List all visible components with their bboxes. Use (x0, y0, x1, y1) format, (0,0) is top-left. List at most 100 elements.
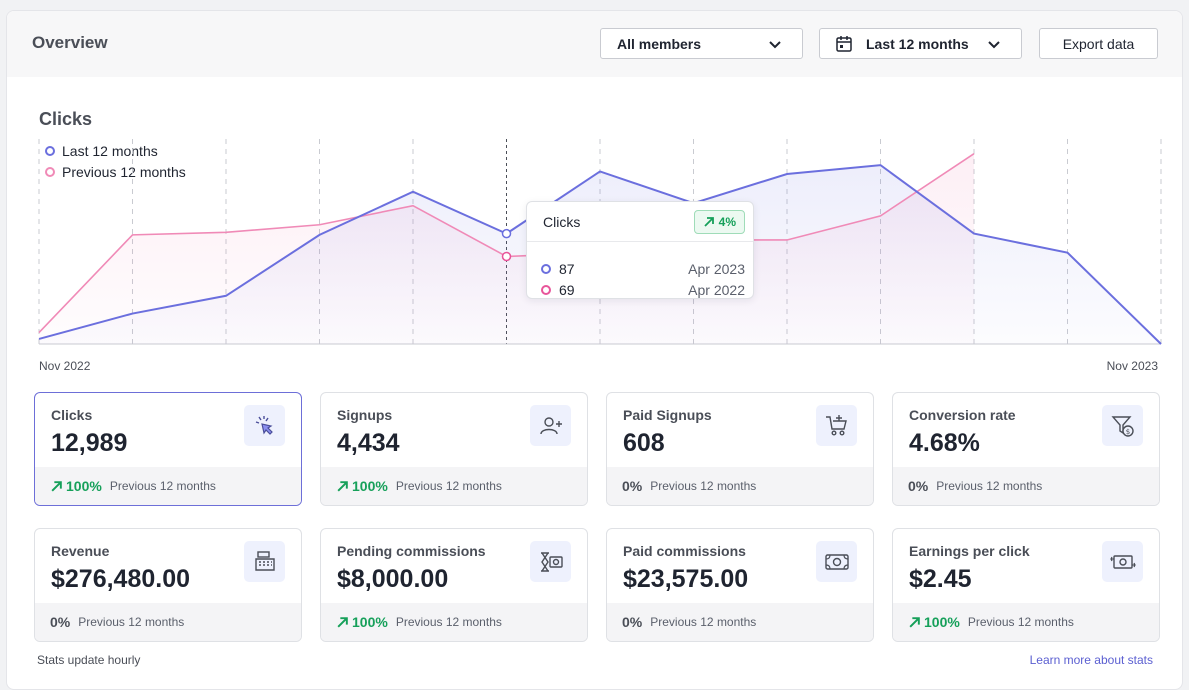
legend-previous-marker (45, 167, 55, 177)
trend-up-icon (704, 217, 714, 227)
chevron-down-icon (769, 41, 781, 49)
stat-footer: 100% Previous 12 months (321, 603, 587, 641)
stat-value: 608 (623, 429, 665, 457)
cart-plus-icon (816, 405, 857, 446)
stat-change: 100% (336, 478, 388, 494)
date-range-select[interactable]: Last 12 months (819, 28, 1022, 59)
stat-period: Previous 12 months (967, 615, 1074, 629)
stat-card-paid-commissions[interactable]: Paid commissions $23,575.00 0% Previous … (606, 528, 874, 642)
stat-period: Previous 12 months (109, 479, 216, 493)
money-transfer-icon (1102, 541, 1143, 582)
stat-value: $8,000.00 (337, 565, 449, 593)
tooltip-current-value: 87 (559, 261, 575, 277)
stat-period: Previous 12 months (936, 479, 1043, 493)
stat-label: Paid commissions (623, 543, 746, 559)
stat-period: Previous 12 months (650, 615, 757, 629)
overview-header: Overview All members Last 12 months Expo… (7, 11, 1182, 77)
export-data-button[interactable]: Export data (1039, 28, 1158, 59)
tooltip-change-badge: 4% (693, 210, 745, 234)
funnel-dollar-icon: $ (1102, 405, 1143, 446)
calendar-icon (836, 36, 852, 52)
tooltip-row-previous: 69 Apr 2022 (541, 281, 745, 299)
tooltip-title: Clicks (543, 214, 581, 230)
stat-card-clicks[interactable]: Clicks 12,989 100% Previous 12 months (34, 392, 302, 506)
stats-update-note: Stats update hourly (37, 653, 141, 667)
stat-change-value: 100% (352, 614, 388, 630)
date-range-label: Last 12 months (866, 35, 969, 52)
stat-period: Previous 12 months (395, 479, 502, 493)
tooltip-divider (527, 241, 753, 242)
stat-footer: 100% Previous 12 months (35, 467, 301, 505)
chevron-down-icon (988, 41, 1000, 49)
hourglass-cash-icon (530, 541, 571, 582)
banknote-icon (816, 541, 857, 582)
legend-previous[interactable]: Previous 12 months (45, 164, 186, 180)
chart-tooltip: Clicks 4% 87 Apr 2023 69 Apr 2022 (526, 201, 754, 299)
tooltip-current-marker (541, 264, 551, 274)
learn-more-link[interactable]: Learn more about stats (1029, 653, 1153, 667)
stat-value: 4.68% (909, 429, 980, 457)
cursor-click-icon (244, 405, 285, 446)
stat-footer: 100% Previous 12 months (321, 467, 587, 505)
trend-up-icon (909, 616, 920, 628)
stat-label: Revenue (51, 543, 110, 559)
stat-value: 4,434 (337, 429, 400, 457)
stat-period: Previous 12 months (650, 479, 757, 493)
stat-change-value: 0% (622, 478, 643, 494)
stat-footer: 0% Previous 12 months (607, 467, 873, 505)
trend-up-icon (337, 480, 348, 492)
members-select[interactable]: All members (600, 28, 803, 59)
stat-label: Clicks (51, 407, 93, 423)
stat-period: Previous 12 months (395, 615, 502, 629)
current-series-line (38, 164, 1162, 345)
stat-change: 100% (50, 478, 102, 494)
stat-card-earnings-per-click[interactable]: Earnings per click $2.45 100% Previous 1… (892, 528, 1160, 642)
overview-panel: Overview All members Last 12 months Expo… (6, 10, 1183, 690)
svg-text:$: $ (1125, 428, 1129, 436)
stat-change: 0% (908, 478, 928, 494)
stat-card-signups[interactable]: Signups 4,434 100% Previous 12 months (320, 392, 588, 506)
stat-change: 100% (908, 614, 960, 630)
stat-card-paid-signups[interactable]: Paid Signups 608 0% Previous 12 months (606, 392, 874, 506)
stat-change: 0% (622, 614, 642, 630)
stat-card-revenue[interactable]: Revenue $276,480.00 0% Previous 12 month… (34, 528, 302, 642)
stat-change-value: 0% (622, 614, 643, 630)
stat-card-pending-commissions[interactable]: Pending commissions $8,000.00 100% Previ… (320, 528, 588, 642)
tooltip-current-date: Apr 2023 (688, 261, 745, 277)
stat-footer: 0% Previous 12 months (893, 467, 1159, 505)
stat-label: Earnings per click (909, 543, 1030, 559)
stat-change-value: 0% (908, 478, 929, 494)
user-plus-icon (530, 405, 571, 446)
previous-hover-point (501, 251, 512, 262)
stat-value: $276,480.00 (51, 565, 191, 593)
stat-footer: 0% Previous 12 months (35, 603, 301, 641)
chart-title: Clicks (39, 109, 93, 129)
stat-value: $23,575.00 (623, 565, 749, 593)
tooltip-previous-date: Apr 2022 (688, 282, 745, 298)
stat-footer: 0% Previous 12 months (607, 603, 873, 641)
page-title: Overview (32, 33, 108, 52)
stat-label: Paid Signups (623, 407, 712, 423)
members-select-label: All members (617, 35, 702, 52)
legend-current-marker (45, 146, 55, 156)
stat-period: Previous 12 months (78, 615, 185, 629)
stat-change: 0% (622, 478, 642, 494)
legend-previous-label: Previous 12 months (62, 164, 186, 180)
stat-card-conversion-rate[interactable]: Conversion rate 4.68% $ 0% Previous 12 m… (892, 392, 1160, 506)
current-hover-point (501, 228, 512, 239)
x-axis-end-label: Nov 2023 (1106, 359, 1158, 373)
trend-up-icon (51, 480, 62, 492)
stat-change-value: 0% (50, 614, 71, 630)
x-axis-start-label: Nov 2022 (39, 359, 91, 373)
tooltip-change-value: 4% (718, 215, 736, 229)
tooltip-row-current: 87 Apr 2023 (541, 260, 745, 278)
stat-value: $2.45 (909, 565, 972, 593)
tooltip-previous-marker (541, 285, 551, 295)
stat-change: 0% (50, 614, 70, 630)
legend-current[interactable]: Last 12 months (45, 143, 158, 159)
stat-label: Conversion rate (909, 407, 1016, 423)
stat-label: Signups (337, 407, 393, 423)
stat-value: 12,989 (51, 429, 128, 457)
clicks-line-chart[interactable] (7, 11, 1183, 356)
stat-change-value: 100% (352, 478, 388, 494)
